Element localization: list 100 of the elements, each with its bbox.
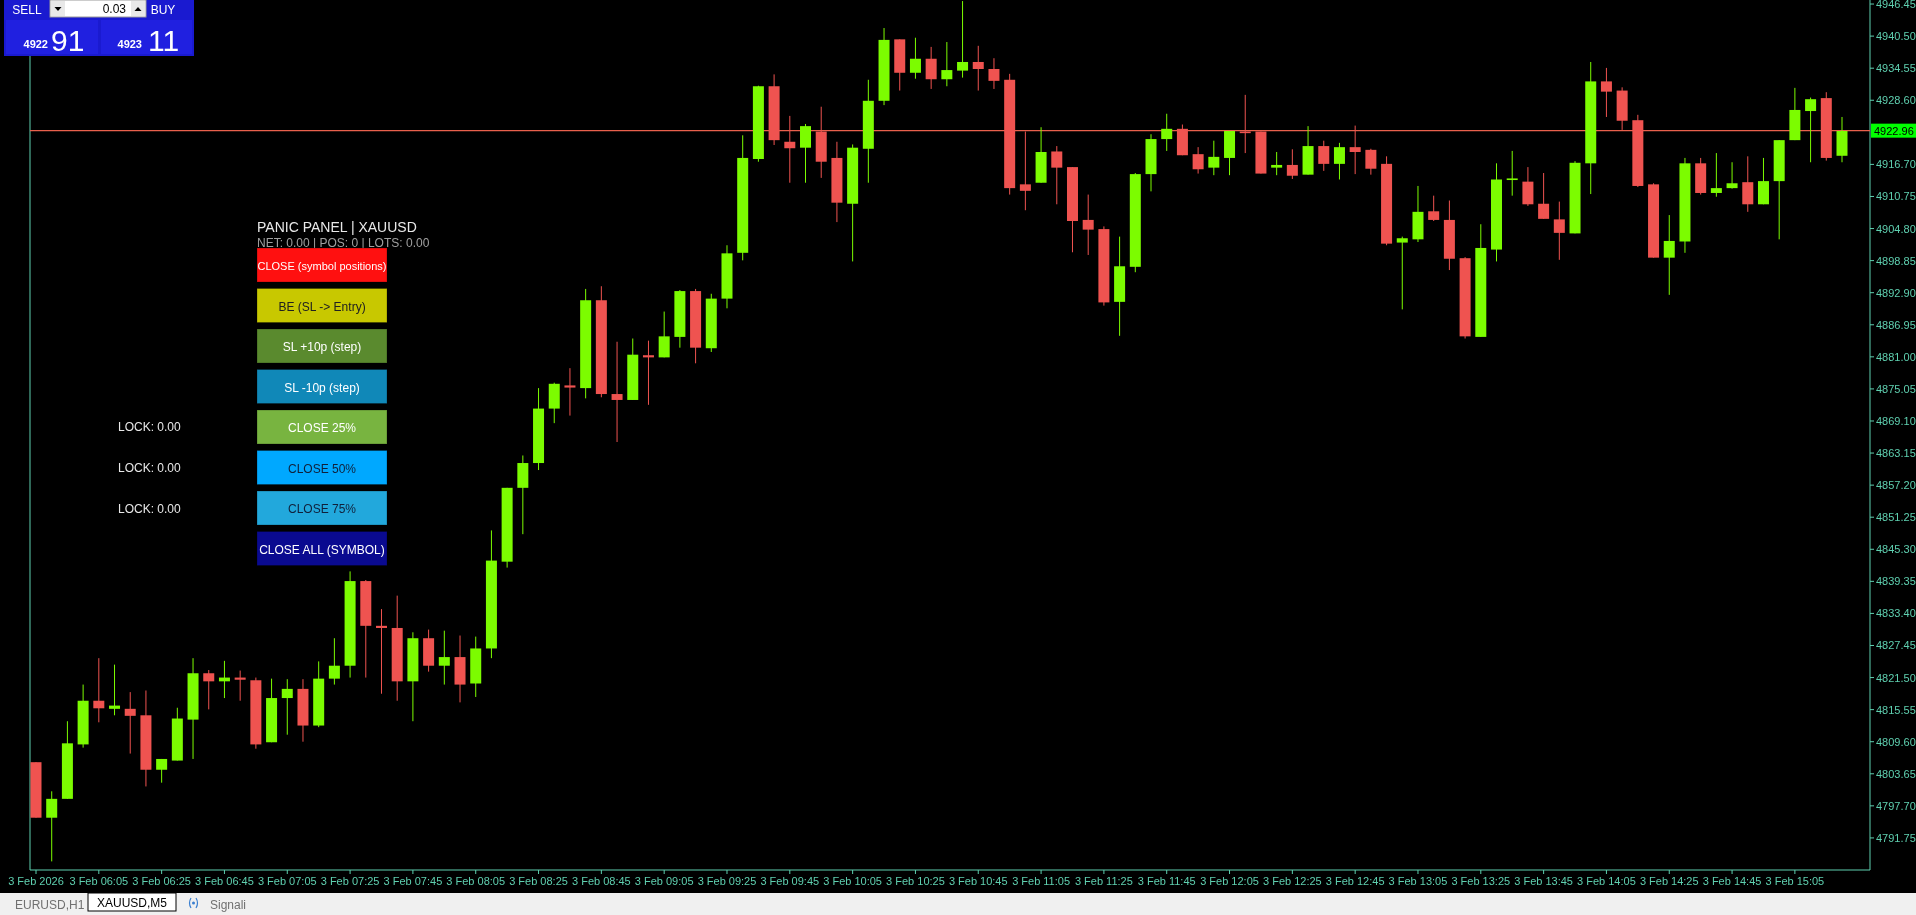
candlestick <box>564 367 576 417</box>
y-tick-label: 4809.60 <box>1876 735 1916 748</box>
candlestick <box>1019 131 1031 211</box>
y-tick-label: 4827.45 <box>1876 639 1916 652</box>
candlestick <box>234 670 246 702</box>
annotation: 4923 <box>117 38 142 50</box>
x-tick-label: 3 Feb 14:25 <box>1639 875 1699 887</box>
candlestick <box>1663 214 1675 296</box>
candlestick <box>1805 97 1817 163</box>
candlestick <box>1318 140 1330 172</box>
y-tick-label: 4815.55 <box>1876 703 1916 716</box>
y-tick-label: 4916.70 <box>1876 158 1916 171</box>
candlestick <box>1208 140 1220 176</box>
candlestick <box>203 669 215 710</box>
x-tick-label: 3 Feb 09:45 <box>760 875 820 887</box>
x-tick-label: 3 Feb 2026 <box>8 875 64 887</box>
x-tick-label: 3 Feb 06:05 <box>69 875 129 887</box>
candlestick <box>1600 67 1612 118</box>
x-tick-label: 3 Feb 12:25 <box>1262 875 1322 887</box>
candlestick <box>941 41 953 87</box>
x-tick-label: 3 Feb 07:05 <box>257 875 317 887</box>
candlestick <box>1522 166 1534 207</box>
candlestick <box>1365 148 1377 176</box>
x-tick-label: 3 Feb 13:45 <box>1514 875 1573 887</box>
x-tick-label: 3 Feb 10:45 <box>948 875 1008 887</box>
x-tick-label: 3 Feb 11:05 <box>1012 875 1071 887</box>
y-tick-label: 4797.70 <box>1876 799 1916 812</box>
x-tick-label: 3 Feb 10:25 <box>886 875 945 887</box>
x-tick-label: 3 Feb 11:25 <box>1074 875 1133 887</box>
y-tick-label: 4791.75 <box>1876 831 1916 844</box>
annotation: 4922 <box>23 38 48 50</box>
text: Signali <box>210 898 247 912</box>
candlestick <box>93 657 105 723</box>
y-tick-label: 4881.00 <box>1876 350 1916 363</box>
y-tick-label: 4946.45 <box>1876 0 1916 11</box>
candlestick <box>1349 125 1361 175</box>
candlestick <box>438 630 450 686</box>
candlestick <box>611 341 623 443</box>
annotation: SL -10p (step) <box>284 380 360 395</box>
candlestick <box>1161 113 1173 152</box>
candlestick <box>1396 236 1408 310</box>
candlestick <box>124 691 136 755</box>
candlestick <box>1192 146 1204 175</box>
y-tick-label: 4833.40 <box>1876 607 1916 620</box>
y-tick-label: 4892.90 <box>1876 286 1916 299</box>
y-tick-label: 4898.85 <box>1876 254 1916 267</box>
candlestick <box>1553 201 1565 261</box>
x-tick-label: 3 Feb 10:05 <box>823 875 882 887</box>
x-tick-label: 3 Feb 14:05 <box>1577 875 1636 887</box>
y-tick-label: 4851.25 <box>1876 511 1916 524</box>
candlestick <box>1710 152 1722 198</box>
candlestick <box>1757 157 1769 205</box>
annotation: 0.03 <box>102 2 127 16</box>
ref-line-label: 4922.96 <box>1874 124 1914 137</box>
candlestick <box>957 0 969 79</box>
y-tick-label: 4886.95 <box>1876 318 1916 331</box>
candlestick <box>800 123 812 184</box>
candlestick <box>1286 148 1298 180</box>
candlestick <box>46 790 58 862</box>
candlestick <box>925 46 937 90</box>
annotation: PANIC PANEL | XAUUSD <box>257 219 417 235</box>
annotation: CLOSE (symbol positions) <box>257 260 387 272</box>
y-tick-label: 4910.75 <box>1876 190 1916 203</box>
candlestick <box>281 678 293 736</box>
annotation: CLOSE 75% <box>287 502 357 516</box>
annotation: 91 <box>51 24 85 57</box>
annotation: LOCK: 0.00 <box>118 420 182 434</box>
candlestick <box>1051 145 1063 205</box>
candlestick <box>1333 142 1345 180</box>
x-tick-label: 3 Feb 14:45 <box>1702 875 1762 887</box>
annotation: SL +10p (step) <box>282 340 362 354</box>
candlestick <box>328 637 340 686</box>
x-tick-label: 3 Feb 13:25 <box>1451 875 1511 887</box>
y-tick-label: 4839.35 <box>1876 575 1916 588</box>
y-tick-label: 4940.50 <box>1876 30 1916 43</box>
annotation: LOCK: 0.00 <box>118 502 182 516</box>
candlestick <box>784 115 796 184</box>
y-tick-label: 4875.05 <box>1876 382 1916 395</box>
text: EURUSD,H1 <box>15 898 85 912</box>
x-tick-label: 3 Feb 13:05 <box>1388 875 1448 887</box>
candlestick <box>972 45 984 92</box>
candlestick <box>909 37 921 80</box>
annotation: BUY <box>150 3 176 17</box>
candlestick <box>1506 150 1518 197</box>
y-tick-label: 4863.15 <box>1876 447 1916 460</box>
y-tick-label: 4928.60 <box>1876 94 1916 107</box>
y-tick-label: 4904.80 <box>1876 222 1916 235</box>
candlestick <box>1271 151 1283 176</box>
annotation: 11 <box>148 24 180 57</box>
x-tick-label: 3 Feb 12:45 <box>1325 875 1385 887</box>
annotation: LOCK: 0.00 <box>118 461 182 475</box>
y-tick-label: 4869.10 <box>1876 414 1916 427</box>
y-tick-label: 4857.20 <box>1876 479 1916 492</box>
candlestick <box>109 664 121 716</box>
annotation: CLOSE ALL (SYMBOL) <box>259 542 385 557</box>
text: XAUUSD,M5 <box>97 896 168 910</box>
annotation: BE (SL -> Entry) <box>278 299 366 314</box>
x-tick-label: 3 Feb 12:05 <box>1200 875 1259 887</box>
x-tick-label: 3 Feb 07:25 <box>320 875 380 887</box>
candlestick <box>376 608 387 695</box>
